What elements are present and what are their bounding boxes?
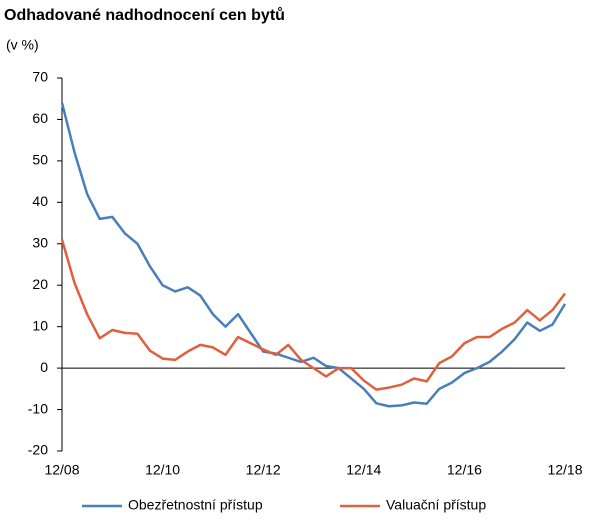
x-tick-label: 12/18 <box>547 462 582 478</box>
y-tick-label: 60 <box>32 110 48 126</box>
x-tick-label: 12/12 <box>246 462 281 478</box>
legend-label: Valuační přístup <box>386 497 486 513</box>
y-tick-label: -20 <box>28 442 48 458</box>
x-tick-label: 12/10 <box>145 462 180 478</box>
x-tick-label: 12/16 <box>447 462 482 478</box>
y-tick-label: 70 <box>32 69 48 85</box>
y-tick-label: 20 <box>32 276 48 292</box>
y-tick-label: 10 <box>32 317 48 333</box>
y-tick-label: 30 <box>32 234 48 250</box>
x-tick-label: 12/14 <box>346 462 381 478</box>
y-tick-label: 50 <box>32 152 48 168</box>
series-line <box>60 239 566 391</box>
legend-label: Obezřetnostní přístup <box>128 497 263 513</box>
x-tick-label: 12/08 <box>44 462 79 478</box>
chart-subtitle: (v %) <box>6 37 39 53</box>
chart-title: Odhadované nadhodnocení cen bytů <box>4 7 285 24</box>
y-tick-label: 0 <box>40 359 48 375</box>
y-tick-label: -10 <box>28 400 48 416</box>
series-line <box>60 102 567 408</box>
y-tick-label: 40 <box>32 193 48 209</box>
